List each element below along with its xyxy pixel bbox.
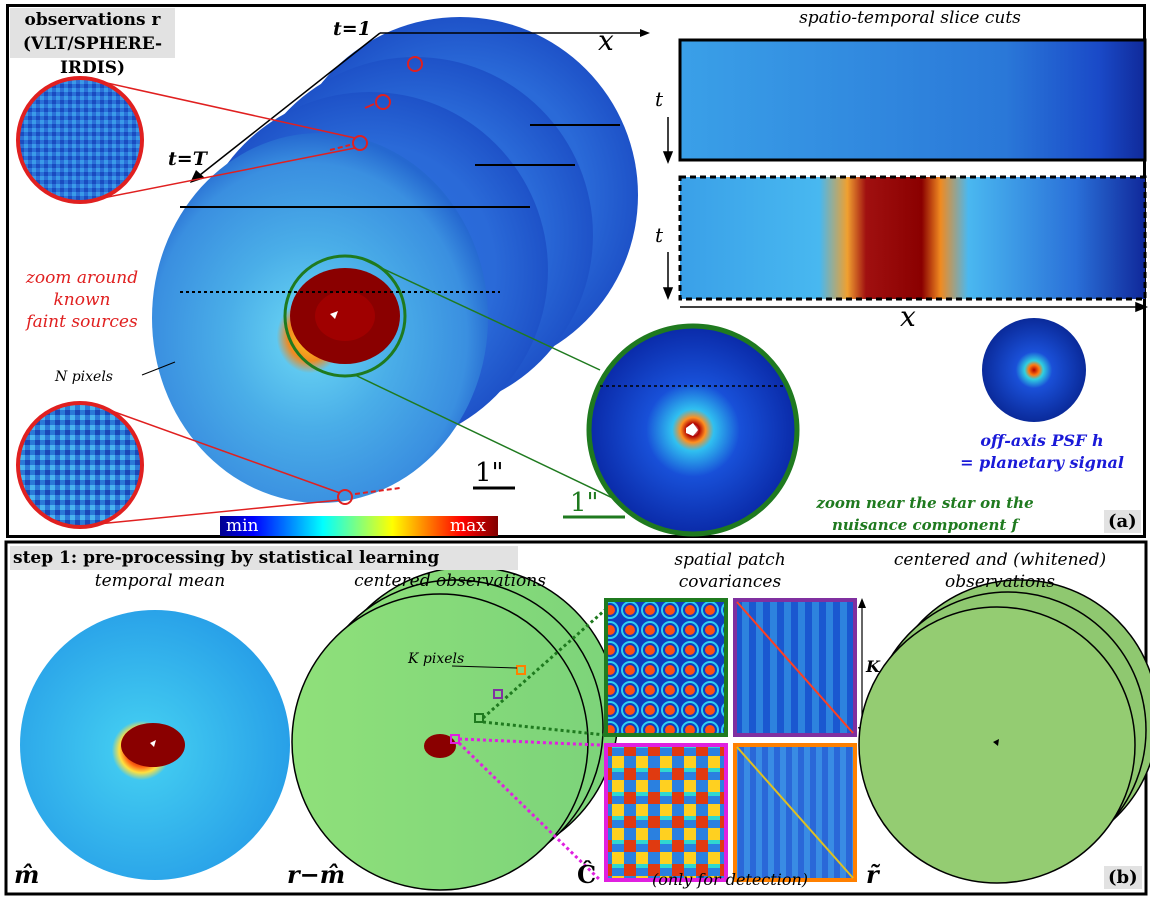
patch-cov-line1: spatial patch bbox=[674, 550, 786, 570]
psf-caption: off-axis PSF h = planetary signal bbox=[942, 430, 1142, 474]
covariance-green bbox=[604, 598, 728, 737]
scale-bar-zoom-label: 1" bbox=[570, 488, 599, 518]
patch-cov-label: spatial patch covariances bbox=[640, 549, 820, 593]
zoom-source-bottom bbox=[16, 401, 341, 529]
colorbar-max-label: max bbox=[450, 516, 486, 536]
only-detection-label: (only for detection) bbox=[651, 870, 808, 889]
label-r-tilde: r̃ bbox=[866, 860, 879, 889]
star-marker bbox=[330, 311, 338, 319]
centered-obs-label: centered observations bbox=[354, 571, 546, 591]
colorbar-min-label: min bbox=[226, 516, 259, 536]
nuisance-caption-line1: zoom near the star on the bbox=[816, 494, 1034, 512]
observations-title: observations r (VLT/SPHERE-IRDIS) bbox=[10, 8, 175, 78]
t-end-label: t=T bbox=[168, 148, 207, 170]
nuisance-caption: zoom near the star on the nuisance compo… bbox=[785, 492, 1065, 536]
zoom-sources-line2: known bbox=[53, 290, 111, 310]
psf-disc bbox=[982, 318, 1086, 422]
n-pixels-label: N pixels bbox=[55, 369, 113, 385]
observations-title-line2: (VLT/SPHERE-IRDIS) bbox=[22, 34, 163, 78]
psf-caption-line1: off-axis PSF h bbox=[980, 431, 1104, 450]
observations-title-line1: observations r bbox=[24, 10, 161, 30]
source-marker-2 bbox=[375, 94, 391, 110]
covariance-magenta bbox=[604, 743, 728, 882]
slice-t-top-label: t bbox=[655, 87, 664, 111]
nuisance-zoom-region bbox=[283, 254, 407, 378]
whitened-line1: centered and (whitened) bbox=[893, 550, 1107, 570]
label-m-hat: m̂ bbox=[14, 860, 40, 889]
t-start-label: t=1 bbox=[333, 18, 371, 40]
label-c-hat: Ĉ bbox=[577, 860, 597, 889]
source-marker-1 bbox=[407, 56, 423, 72]
observation-stack bbox=[152, 17, 638, 505]
panel-a-tag: (a) bbox=[1104, 510, 1141, 533]
source-marker-4 bbox=[337, 489, 353, 505]
patch-cov-line2: covariances bbox=[678, 572, 782, 592]
psf-caption-line2: = planetary signal bbox=[960, 453, 1124, 472]
centered-stack bbox=[291, 566, 619, 891]
t-axis-arrow bbox=[199, 32, 381, 176]
colorbar bbox=[220, 516, 498, 536]
n-pixels-pointer bbox=[141, 361, 176, 376]
k-pixels-label: K pixels bbox=[408, 651, 465, 667]
slice-title: spatio-temporal slice cuts bbox=[799, 8, 1021, 28]
whitened-label: centered and (whitened) observations bbox=[880, 549, 1120, 593]
slice-t-bottom-label: t bbox=[655, 223, 664, 247]
slice-cut-top bbox=[678, 38, 1147, 162]
nuisance-zoom-circle bbox=[354, 257, 800, 537]
slice-x-label: x bbox=[900, 300, 916, 333]
label-r-minus-m: r−m̂ bbox=[287, 860, 346, 889]
zoom-sources-line3: faint sources bbox=[26, 312, 138, 332]
zoom-sources-line1: zoom around bbox=[25, 268, 139, 288]
scale-bar-main-label: 1" bbox=[475, 458, 504, 488]
step1-title: step 1: pre-processing by statistical le… bbox=[10, 546, 518, 570]
whitened-stack bbox=[858, 579, 1150, 884]
zoom-sources-label: zoom around known faint sources bbox=[2, 267, 162, 333]
nuisance-caption-line2: nuisance component f bbox=[832, 516, 1018, 534]
k-dimension-label: K bbox=[866, 657, 880, 676]
source-marker-3 bbox=[352, 135, 368, 151]
x-axis-label: x bbox=[598, 24, 614, 57]
zoom-source-top bbox=[16, 76, 356, 204]
panel-b-tag: (b) bbox=[1104, 866, 1142, 889]
whitened-line2: observations bbox=[945, 572, 1055, 592]
temporal-mean-label: temporal mean bbox=[94, 571, 226, 591]
slice-cut-bottom bbox=[678, 175, 1147, 301]
